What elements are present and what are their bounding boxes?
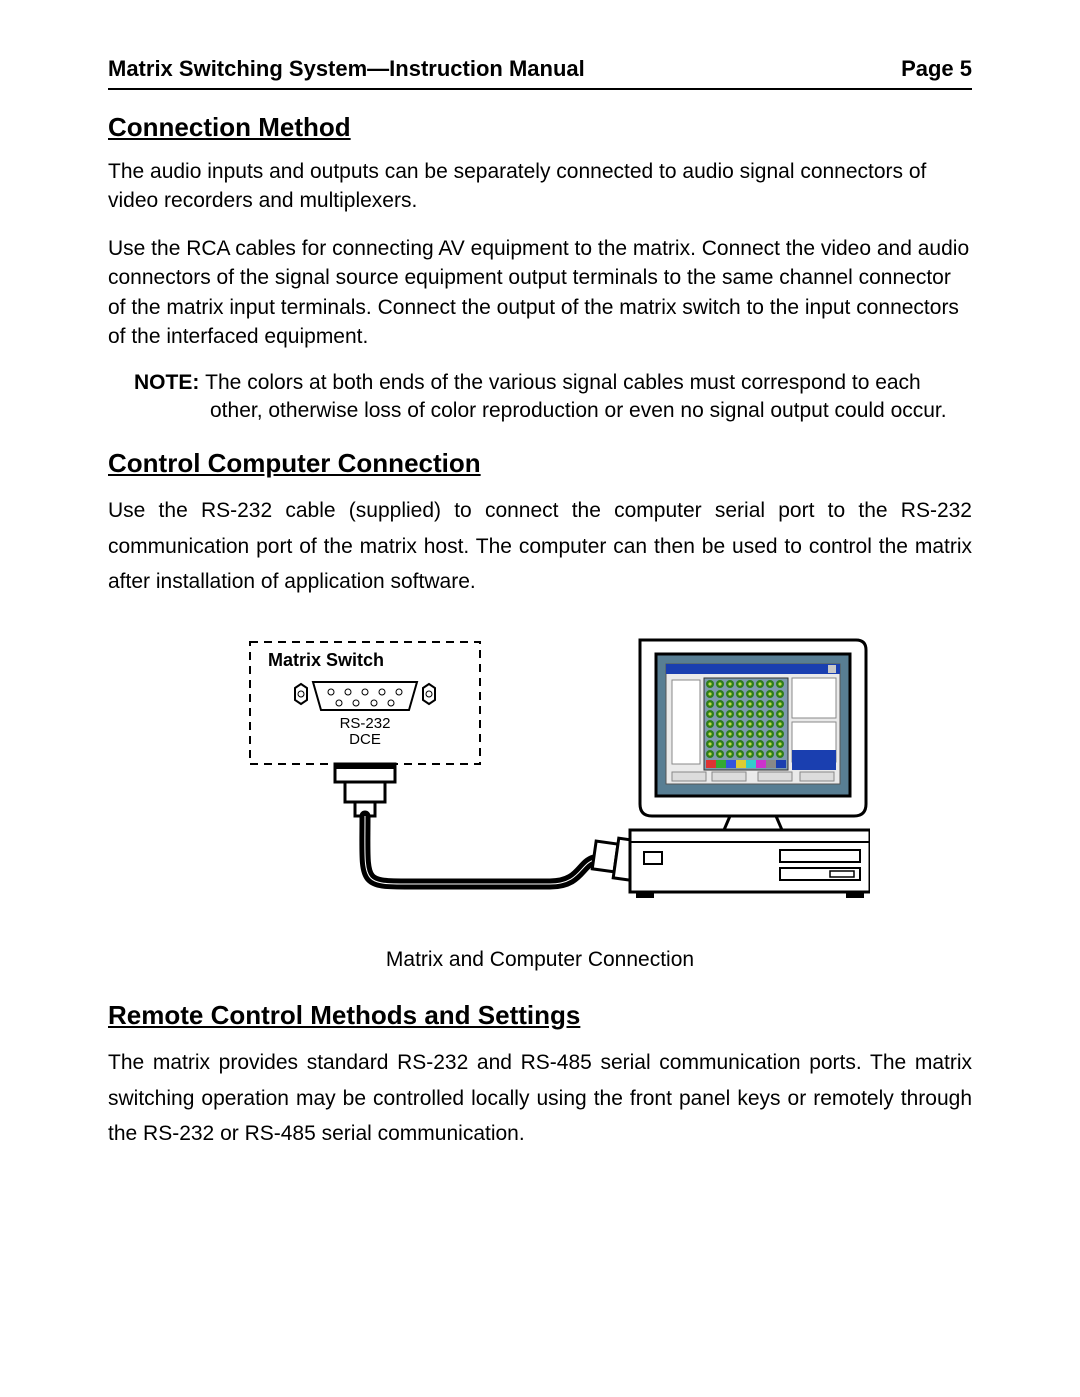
note-label: NOTE: (134, 371, 205, 394)
svg-text:Matrix Switch: Matrix Switch (268, 650, 384, 670)
heading-connection-method: Connection Method (108, 112, 972, 143)
svg-text:RS-232: RS-232 (340, 715, 391, 732)
note-text: The colors at both ends of the various s… (205, 371, 946, 421)
figure-matrix-computer: Matrix Switch RS-232 DCE (210, 634, 870, 924)
header-title: Matrix Switching System—Instruction Manu… (108, 56, 585, 82)
figure-caption: Matrix and Computer Connection (108, 948, 972, 972)
para-cm-1: The audio inputs and outputs can be sepa… (108, 157, 972, 216)
page-header: Matrix Switching System—Instruction Manu… (108, 56, 972, 90)
para-cc-1: Use the RS-232 cable (supplied) to conne… (108, 493, 972, 600)
para-rc-1: The matrix provides standard RS-232 and … (108, 1045, 972, 1152)
para-cm-2: Use the RCA cables for connecting AV equ… (108, 234, 972, 352)
note-block: NOTE: The colors at both ends of the var… (134, 369, 972, 424)
header-page: Page 5 (901, 56, 972, 82)
heading-remote-control: Remote Control Methods and Settings (108, 1000, 972, 1031)
heading-control-computer: Control Computer Connection (108, 448, 972, 479)
svg-text:DCE: DCE (349, 731, 381, 748)
figure-svg: Matrix Switch RS-232 DCE (210, 634, 870, 924)
